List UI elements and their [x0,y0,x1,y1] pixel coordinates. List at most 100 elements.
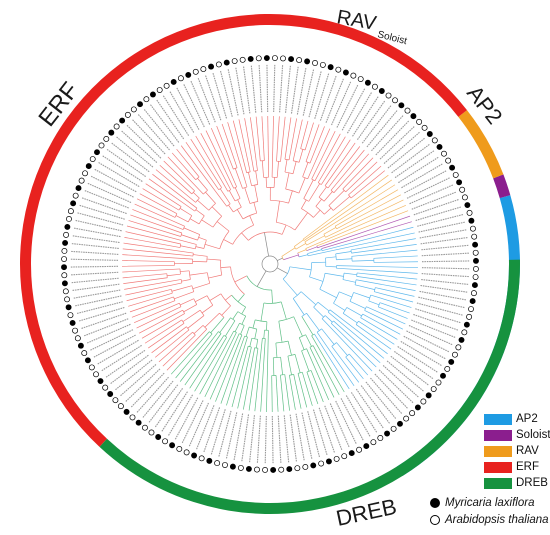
arabidopsis-marker [222,462,228,468]
legend-label: RAV [516,445,539,457]
branch [218,331,222,334]
branch [148,178,196,212]
branch [302,162,309,177]
leaf-label [183,83,205,128]
branch [292,161,297,174]
branch [304,122,314,151]
leaf-label [96,339,139,365]
leaf-label [318,407,336,454]
arabidopsis-marker [93,371,99,378]
leaf-label [86,323,131,344]
branch [228,204,234,213]
branch [201,304,214,314]
branch [309,276,324,282]
branch [204,332,237,398]
leaf-label [78,306,125,322]
myricaria-marker [85,163,92,170]
branch [294,239,304,247]
branch [193,325,204,334]
leaf-label [74,295,122,307]
leaf-label [81,197,127,215]
branch [344,272,357,276]
branch [155,169,196,203]
species-legend: Myricaria laxiflora Arabidopsis thaliana [430,494,549,528]
branch [298,177,306,194]
leaf-label [105,349,146,379]
branch [297,373,308,408]
branch [379,302,410,314]
branch [266,330,269,412]
branch [318,186,327,198]
leaf-label [70,258,119,261]
branch [251,337,258,340]
branch [350,238,416,251]
myricaria-marker [469,298,476,305]
myricaria-marker [169,442,176,449]
branch [158,331,193,363]
branch [305,124,320,162]
branch [300,291,317,305]
branch [195,295,208,303]
branch [293,316,303,337]
arabidopsis-marker [445,157,452,164]
branch [219,188,231,205]
branch [122,260,175,263]
arabidopsis-marker [441,150,447,157]
branch [126,288,172,302]
leaf-label [302,68,315,116]
branch [241,315,247,325]
branch [355,324,392,350]
leaf-label [256,415,261,464]
myricaria-marker [440,372,446,379]
leaf-label [136,376,169,414]
branch [345,356,364,380]
arabidopsis-marker [350,72,357,79]
branch [271,375,273,412]
leaf-label [148,384,179,424]
myricaria-marker [410,113,417,120]
myricaria-marker [229,463,236,470]
branch [307,249,322,254]
branch [314,333,350,390]
branch [342,157,374,190]
arabidopsis-marker [371,83,378,90]
branch [187,315,205,329]
leaf-label [266,64,269,113]
branch [284,159,288,173]
arabidopsis-marker [82,170,88,177]
leaf-label [413,198,460,216]
leaf-label [336,84,359,128]
leaf-label [197,77,216,123]
leaf-label [109,354,149,385]
branch [234,323,240,332]
legend-swatch [484,477,512,489]
branch [305,334,312,347]
myricaria-marker [325,458,332,465]
myricaria-marker [464,202,471,209]
branch [180,145,228,207]
arabidopsis-marker [335,66,342,73]
branch [310,370,324,403]
arabidopsis-marker [237,464,244,471]
branch [175,215,189,223]
branch [191,285,195,292]
branch [301,199,307,209]
leaf-label [308,70,322,118]
branch [166,328,208,371]
branch [289,374,294,376]
branch [302,239,305,241]
branch [248,348,259,411]
branch [254,328,258,339]
branch [321,226,414,251]
myricaria-marker [75,185,82,192]
branch [162,334,196,367]
legend-item-dreb: DREB [484,476,550,490]
leaf-label [331,80,352,126]
arabidopsis-marker [431,137,438,144]
myricaria-marker [123,408,130,415]
leaf-label [307,411,321,458]
branch [132,209,184,230]
leaf-label [283,415,290,464]
branch [323,227,337,235]
branch [255,319,267,323]
